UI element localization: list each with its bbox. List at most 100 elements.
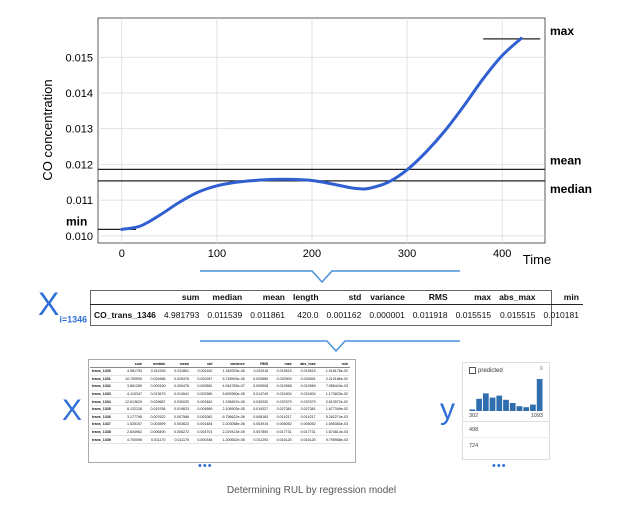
- table-cell: 0.037679: [270, 397, 294, 406]
- table-cell: trans_1334: [90, 397, 119, 406]
- table-cell: 0.029687: [144, 397, 168, 406]
- column-header: std: [190, 361, 215, 368]
- column-header: variance: [214, 361, 247, 368]
- column-header: median: [203, 290, 247, 305]
- histogram-bar: [516, 406, 523, 411]
- table-cell: 0.006052: [293, 420, 318, 429]
- table-row: trans_1335 8.132128 0.019768 0.019623 0.0045…: [90, 405, 350, 414]
- table-cell: 0.014217: [293, 413, 318, 422]
- range-max: 1093: [530, 413, 543, 419]
- table-cell: 0.011861: [167, 367, 191, 376]
- histogram-bar: [489, 397, 496, 411]
- table-cell: 0.003462: [190, 397, 215, 406]
- column-header: mean: [246, 290, 290, 305]
- median-label: median: [550, 182, 592, 196]
- table-cell: 0.009476: [167, 382, 191, 391]
- predicted-value: 498: [469, 427, 479, 433]
- table-cell: 0.002287: [190, 375, 215, 384]
- series-line: [120, 36, 523, 231]
- column-header: max: [270, 361, 294, 368]
- table-cell: 0.032900: [270, 375, 294, 384]
- table-cell: 0.019768: [144, 405, 168, 414]
- table-cell: 0.021604: [270, 390, 294, 399]
- table-cell: 0.003599: [144, 420, 168, 429]
- table-cell: 0.004701: [190, 428, 215, 437]
- table-cell: 1.349253e-06: [214, 367, 247, 376]
- table-cell: 0.007566: [167, 413, 191, 422]
- table-cell: 0.003623: [167, 420, 191, 429]
- table-cell: 0.015515: [270, 367, 294, 376]
- table-cell: 9.795968e-03: [317, 435, 350, 444]
- histogram-bar: [536, 379, 543, 411]
- x-ellipsis: •••: [198, 460, 213, 472]
- table-cell: 0.001162: [326, 309, 362, 320]
- y-axis-label: CO concentration: [40, 79, 55, 180]
- histogram-bar: [509, 403, 516, 411]
- column-header: RMS: [246, 361, 271, 368]
- column-header: median: [144, 361, 168, 368]
- table-cell: 0.002380: [190, 390, 215, 399]
- column-header: length: [289, 290, 323, 305]
- table-cell: 0.010969: [293, 382, 318, 391]
- table-row: trans_1339 4.700098 0.011170 0.011175 0.0003…: [90, 435, 350, 444]
- table-cell: 0.037679: [293, 397, 318, 406]
- table-cell: trans_1339: [90, 435, 119, 444]
- table-cell: 1.173833e-02: [317, 390, 350, 399]
- column-header: std: [322, 290, 366, 305]
- table-cell: 4.981793: [163, 309, 200, 320]
- table-cell: trans_1335: [90, 405, 119, 414]
- table-cell: 2.613972e-02: [317, 397, 350, 406]
- max-label: max: [550, 24, 574, 38]
- table-cell: 0.000346: [190, 435, 215, 444]
- table-cell: 1.677349e-02: [317, 405, 350, 414]
- table-cell: 0.003915: [246, 420, 271, 429]
- table-cell: 0.032891: [293, 375, 318, 384]
- y-tick-label: 0.013: [65, 124, 93, 136]
- y-tick-label: 0.010: [65, 231, 93, 243]
- table-cell: 0.011293: [246, 435, 271, 444]
- y-tick-label: 0.012: [65, 159, 93, 171]
- table-cell: 2.203058e-06: [214, 420, 247, 429]
- min-label: min: [66, 214, 87, 228]
- table-cell: CO_trans_1346: [94, 309, 156, 320]
- column-header: sum: [159, 290, 204, 305]
- table-cell: 0.011539: [207, 309, 243, 320]
- x-i-label: Xi=1346: [38, 286, 88, 325]
- table-row: trans_1330 4.981793 0.011539 0.011861 0.0011…: [90, 367, 350, 376]
- table-cell: 3.177798: [118, 413, 145, 422]
- table-row: trans_1331 10.700509 0.024666 0.025476 0.002…: [90, 375, 350, 384]
- reference-lines: max mean median min: [66, 24, 592, 230]
- table-cell: 0.015515: [293, 367, 318, 376]
- grid: [98, 18, 545, 243]
- y-tick-labels: 0.010 0.011 0.012 0.013 0.014 0.015: [65, 52, 93, 243]
- x-i-subscript: i=1346: [59, 314, 88, 325]
- features-table: sum median mean std variance RMS max abs_max min…: [90, 361, 350, 444]
- bracket-connector-bottom: [200, 340, 460, 353]
- table-cell: 6.110347: [118, 390, 145, 399]
- range-min: 302: [469, 413, 479, 419]
- table-row: trans_1332 3.861289 0.009190 0.009476 0.0028…: [90, 382, 350, 391]
- column-header: sum: [118, 361, 145, 368]
- table-cell: 0.001162: [190, 367, 215, 376]
- table-cell: 0.030230: [246, 397, 271, 406]
- table-cell: 0.019623: [167, 405, 191, 414]
- table-row: trans_1333 6.110347 0.013679 0.014541 0.0023…: [90, 390, 350, 399]
- table-cell: 6.756622e-06: [214, 413, 247, 422]
- table-cell: 0.002882: [190, 382, 215, 391]
- table-cell: 0.011918: [246, 367, 271, 376]
- table-cell: 0.007800: [246, 428, 271, 437]
- histogram-bar: [482, 393, 489, 411]
- x-label: X: [62, 394, 83, 427]
- x-tick-label: 300: [398, 248, 416, 260]
- y-tick-label: 0.014: [65, 88, 93, 100]
- table-cell: 4.981793: [118, 367, 145, 376]
- table-cell: 0.006490: [144, 428, 168, 437]
- table-cell: trans_1330: [90, 367, 119, 376]
- y-label: y: [440, 393, 455, 426]
- column-header: abs_max: [293, 361, 318, 368]
- plot-frame: [97, 17, 546, 244]
- table-cell: 7.956444e-03: [317, 382, 350, 391]
- table-cell: 2.634962: [118, 428, 145, 437]
- table-cell: 0.010181: [543, 309, 579, 320]
